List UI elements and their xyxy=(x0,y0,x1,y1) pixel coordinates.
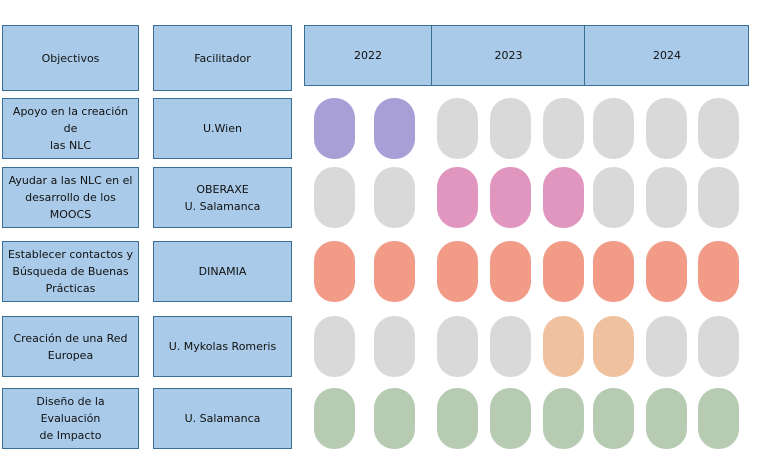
inactive-period-pill xyxy=(646,167,687,228)
active-period-pill xyxy=(543,388,584,449)
objective-cell: Ayudar a las NLC en el desarrollo de los… xyxy=(2,167,139,228)
inactive-period-pill xyxy=(698,316,739,377)
active-period-pill xyxy=(314,241,355,302)
active-period-pill xyxy=(437,167,478,228)
objective-cell: Apoyo en la creación de las NLC xyxy=(2,98,139,159)
active-period-pill xyxy=(437,241,478,302)
active-period-pill xyxy=(543,241,584,302)
active-period-pill xyxy=(374,388,415,449)
facilitator-cell: U. Mykolas Romeris xyxy=(153,316,292,377)
facilitator-header: Facilitador xyxy=(153,25,292,91)
facilitator-cell: U. Salamanca xyxy=(153,388,292,449)
inactive-period-pill xyxy=(437,316,478,377)
facilitator-cell: OBERAXE U. Salamanca xyxy=(153,167,292,228)
inactive-period-pill xyxy=(314,316,355,377)
active-period-pill xyxy=(698,388,739,449)
inactive-period-pill xyxy=(543,98,584,159)
objective-cell: Diseño de la Evaluación de Impacto xyxy=(2,388,139,449)
active-period-pill xyxy=(314,388,355,449)
active-period-pill xyxy=(374,98,415,159)
objectives-header: Objectivos xyxy=(2,25,139,91)
year-2023: 2023 xyxy=(431,26,585,85)
timeline-header: 2022 2023 2024 xyxy=(304,25,749,86)
active-period-pill xyxy=(543,167,584,228)
year-2024: 2024 xyxy=(584,26,749,85)
inactive-period-pill xyxy=(374,316,415,377)
objective-cell: Establecer contactos y Búsqueda de Buena… xyxy=(2,241,139,302)
inactive-period-pill xyxy=(698,167,739,228)
year-2022: 2022 xyxy=(354,49,382,62)
inactive-period-pill xyxy=(698,98,739,159)
active-period-pill xyxy=(374,241,415,302)
facilitator-cell: U.Wien xyxy=(153,98,292,159)
inactive-period-pill xyxy=(593,98,634,159)
inactive-period-pill xyxy=(646,98,687,159)
active-period-pill xyxy=(646,241,687,302)
active-period-pill xyxy=(593,388,634,449)
inactive-period-pill xyxy=(646,316,687,377)
inactive-period-pill xyxy=(314,167,355,228)
active-period-pill xyxy=(543,316,584,377)
inactive-period-pill xyxy=(490,98,531,159)
inactive-period-pill xyxy=(593,167,634,228)
facilitator-cell: DINAMIA xyxy=(153,241,292,302)
active-period-pill xyxy=(593,241,634,302)
active-period-pill xyxy=(593,316,634,377)
inactive-period-pill xyxy=(490,316,531,377)
active-period-pill xyxy=(646,388,687,449)
active-period-pill xyxy=(490,167,531,228)
active-period-pill xyxy=(437,388,478,449)
inactive-period-pill xyxy=(437,98,478,159)
objective-cell: Creación de una Red Europea xyxy=(2,316,139,377)
active-period-pill xyxy=(314,98,355,159)
inactive-period-pill xyxy=(374,167,415,228)
active-period-pill xyxy=(698,241,739,302)
active-period-pill xyxy=(490,241,531,302)
active-period-pill xyxy=(490,388,531,449)
